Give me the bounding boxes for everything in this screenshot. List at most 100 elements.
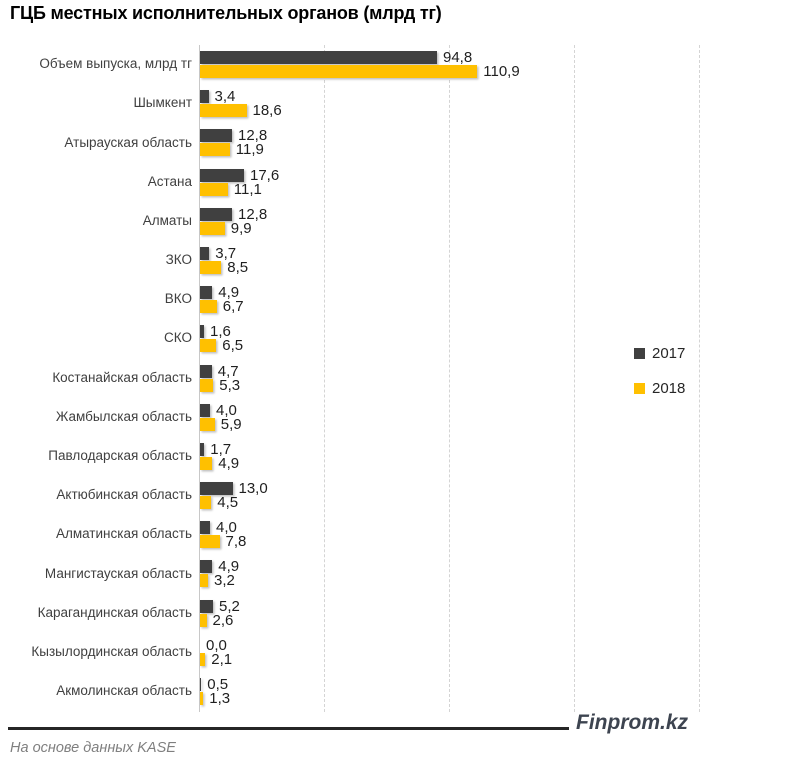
category-label: Жамбылская область [55,408,192,424]
bar-group: 3,7 8,5 [199,241,800,280]
value-label-2018: 5,3 [219,376,241,394]
category-label: Объем выпуска, млрд тг [39,56,192,72]
value-label-2017: 4,7 [217,362,239,380]
bar-group: 4,0 5,9 [199,398,800,437]
legend-swatch-2017 [634,347,645,359]
bar-2018 [200,692,204,705]
bar-2018 [200,652,206,666]
category-label: Костанайская область [52,369,192,385]
value-label-2017: 4,9 [218,558,240,576]
category-label: ЗКО [165,252,192,268]
gridline-x-200 [699,45,700,712]
bar-group: 0,5 1,3 [199,672,800,711]
value-label-2018: 2,6 [212,611,234,629]
value-label-2018: 6,7 [222,298,244,316]
category-label: Актюбинская область [56,487,192,503]
bar-2018 [200,221,225,235]
bar-2018 [200,65,478,78]
bar-2017 [200,403,210,417]
bar-group: 4,7 5,3 [199,359,800,398]
plot-area: Объем выпуска, млрд тг 94,8 110,9 Шымкент 3,… [0,45,800,712]
bar-2017 [200,482,233,496]
bar-2018 [200,378,214,392]
bar-2018 [200,456,213,470]
source-note: На основе данных KASE [10,740,176,756]
y-axis-line [199,45,200,712]
legend-item-2017: 2017 [634,344,685,362]
bar-2018 [200,182,228,196]
category-label: Шымкент [133,95,192,111]
bar-group: 12,8 11,9 [199,123,800,162]
bar-2017 [200,51,437,64]
value-label-2017: 12,8 [238,205,268,223]
bar-row: Жамбылская область 4,0 5,9 [0,398,800,437]
bar-2018 [200,496,212,510]
bar-2017 [200,129,232,143]
category-label: СКО [164,330,192,346]
bar-group: 94,8 110,9 [199,45,800,84]
bar-2018 [200,535,220,549]
value-label-2018: 4,9 [218,454,240,472]
legend-label-2017: 2017 [652,344,686,362]
category-label: Кызылординская область [31,643,192,659]
legend-swatch-2018 [634,382,645,394]
gridline-x-100 [449,45,450,712]
value-label-2017: 12,8 [238,127,268,145]
value-label-2018: 18,6 [252,102,282,120]
bar-2017 [200,599,213,613]
bar-group: 12,8 9,9 [199,202,800,241]
category-label: ВКО [164,291,192,307]
bar-row: СКО 1,6 6,5 [0,319,800,358]
bar-group: 3,4 18,6 [199,84,800,123]
value-label-2018: 110,9 [483,63,520,80]
bar-row: ЗКО 3,7 8,5 [0,241,800,280]
bar-row: Алматинская область 4,0 7,8 [0,515,800,554]
value-label-2017: 1,6 [210,323,231,341]
value-label-2017: 4,0 [216,401,237,419]
value-label-2018: 9,9 [230,219,252,237]
bar-2017 [200,168,244,182]
bar-2017 [200,325,204,339]
value-label-2018: 5,9 [220,415,242,433]
bar-2017 [200,207,232,221]
bar-group: 4,0 7,8 [199,515,800,554]
legend-label-2018: 2018 [652,379,686,397]
bar-row: ВКО 4,9 6,7 [0,280,800,319]
bar-group: 0,0 2,1 [199,633,800,672]
category-label: Алматинская область [55,526,192,542]
value-label-2017: 5,2 [219,597,240,615]
bar-2018 [200,574,208,588]
value-label-2017: 17,6 [250,166,280,184]
value-label-2017: 1,7 [210,440,232,458]
brand-logo: Finprom.kz [576,711,689,734]
category-label: Алматы [142,212,192,228]
bar-group: 4,9 6,7 [199,280,800,319]
bar-2017 [200,678,202,691]
bar-row: Карагандинская область 5,2 2,6 [0,594,800,633]
value-label-2018: 1,3 [209,690,231,707]
gridline-x-50 [324,45,325,712]
bar-group: 4,9 3,2 [199,554,800,593]
bar-row: Актюбинская область 13,0 4,5 [0,476,800,515]
divider-line [8,727,569,730]
value-label-2018: 6,5 [222,337,244,355]
bar-row: Мангистауская область 4,9 3,2 [0,554,800,593]
bar-2017 [200,442,205,456]
chart-title: ГЦБ местных исполнительных органов (млрд… [10,3,442,23]
bar-2018 [200,339,217,353]
bar-row: Алматы 12,8 9,9 [0,202,800,241]
bar-row: Акмолинская область 0,5 1,3 [0,672,800,711]
bar-2018 [200,143,230,157]
value-label-2018: 8,5 [227,258,249,276]
value-label-2018: 3,2 [214,572,235,590]
category-label: Мангистауская область [44,565,192,581]
bar-2018 [200,300,217,314]
value-label-2018: 2,1 [211,650,233,668]
category-label: Атырауская область [64,134,192,150]
category-label: Павлодарская область [48,448,192,464]
value-label-2018: 11,9 [235,141,264,159]
bar-2017 [200,560,213,574]
legend-item-2018: 2018 [634,379,685,397]
bar-group: 13,0 4,5 [199,476,800,515]
bar-chart: Объем выпуска, млрд тг 94,8 110,9 Шымкент 3,… [0,45,800,711]
